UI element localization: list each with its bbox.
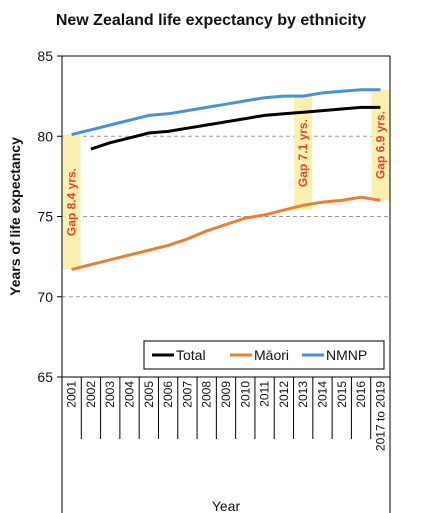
x-tick-label-13: 2014	[315, 381, 329, 408]
x-tick-label-1: 2002	[84, 381, 98, 408]
x-tick-label-0: 2001	[65, 381, 79, 408]
x-tick-label-11: 2012	[277, 381, 291, 408]
x-tick-label-14: 2015	[335, 381, 349, 408]
gap-band-1	[294, 96, 313, 211]
y-tick-label-80: 80	[37, 128, 53, 144]
gridlines	[62, 135, 390, 298]
x-tick-label-9: 2010	[238, 381, 252, 408]
x-tick-label-4: 2005	[142, 381, 156, 408]
gap-band-0	[62, 134, 81, 270]
x-tick-label-12: 2013	[296, 381, 310, 408]
legend-box	[143, 340, 385, 370]
chart-title: New Zealand life expectancy by ethnicity	[55, 12, 367, 29]
gap-label-2: Gap 6.9 yrs.	[373, 111, 387, 179]
series-line-2	[71, 88, 381, 137]
y-tick-label-85: 85	[37, 48, 53, 64]
x-tick-label-10: 2011	[258, 381, 272, 407]
gap-band-2	[371, 89, 390, 201]
y-tick-label-65: 65	[37, 369, 53, 385]
x-axis-label: Year	[212, 498, 241, 513]
axes: 65 70 75 80 85 2001 2002 2003 2004 2005 2006 2007 20…	[7, 48, 391, 513]
x-tick-label-16: 2017 to 2019	[373, 381, 387, 451]
x-tick-label-8: 2009	[219, 381, 233, 408]
series-line-1	[71, 195, 381, 271]
gap-label-1: Gap 7.1 yrs.	[296, 119, 310, 187]
legend-label-1: Māori	[254, 347, 289, 363]
x-tick-label-7: 2008	[200, 381, 214, 408]
y-tick-label-70: 70	[37, 289, 53, 305]
x-tick-label-6: 2007	[180, 381, 194, 408]
x-tick-label-3: 2004	[123, 381, 137, 408]
series-line-0	[90, 105, 381, 151]
series-lines	[71, 88, 381, 271]
y-axis-label: Years of life expectancy	[7, 137, 23, 296]
y-tick-label-75: 75	[37, 209, 53, 225]
x-tick-label-5: 2006	[161, 381, 175, 408]
legend: Total Māori NMNP	[143, 340, 385, 370]
legend-label-2: NMNP	[326, 347, 367, 363]
gap-label-0: Gap 8.4 yrs.	[65, 168, 79, 236]
x-tick-label-2: 2003	[103, 381, 117, 408]
x-tick-label-15: 2016	[354, 381, 368, 408]
gap-annotations: Gap 8.4 yrs. Gap 7.1 yrs. Gap 6.9 yrs.	[62, 89, 390, 270]
legend-label-0: Total	[176, 347, 206, 363]
